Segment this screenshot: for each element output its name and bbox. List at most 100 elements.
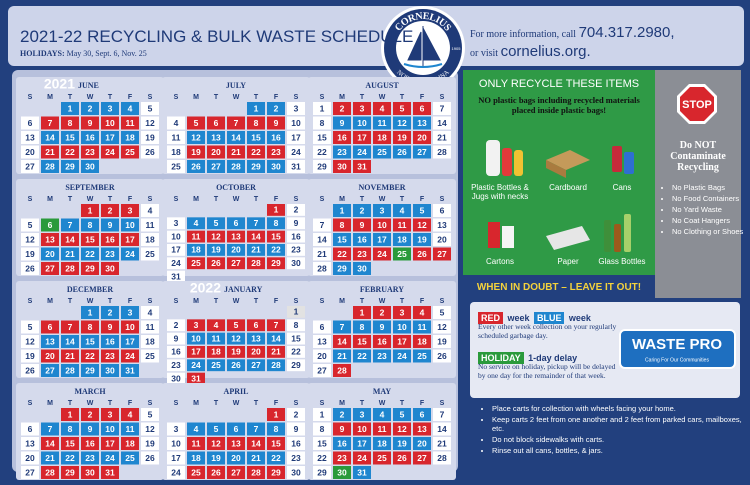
day-cell [333, 102, 351, 115]
day-number: 8 [320, 118, 325, 128]
day-number: 6 [214, 118, 219, 128]
day-number: 11 [126, 424, 135, 434]
day-cell [141, 102, 159, 115]
day-cell [373, 145, 391, 159]
day-cell [333, 131, 351, 144]
day-number: 25 [211, 360, 221, 370]
day-number: 20 [317, 351, 327, 361]
day-cell [413, 320, 431, 334]
day-cell [373, 233, 391, 246]
list-item: No Coat Hangers [672, 216, 748, 225]
day-number: 25 [377, 453, 387, 463]
day-cell [101, 145, 119, 159]
day-number: 30 [85, 467, 95, 477]
day-cell [101, 335, 119, 348]
day-cell [313, 233, 331, 246]
day-number: 29 [85, 365, 95, 375]
day-number: 22 [65, 453, 75, 463]
day-number: 3 [194, 320, 199, 330]
icon-bottle2 [514, 150, 523, 176]
recycle-title: ONLY RECYCLE THESE ITEMS [478, 78, 640, 90]
day-cell [21, 116, 39, 130]
day-cell [81, 408, 99, 421]
day-number: 5 [148, 409, 153, 419]
day-number: 21 [65, 249, 75, 259]
weekday: W [233, 94, 240, 101]
day-cell [81, 349, 99, 363]
day-number: 10 [291, 118, 301, 128]
weekday: W [233, 298, 240, 305]
day-cell [141, 131, 159, 144]
day-number: 24 [171, 467, 181, 477]
day-cell [41, 233, 59, 246]
day-number: 16 [271, 132, 281, 142]
weekday: S [148, 94, 153, 101]
day-cell [227, 244, 245, 256]
weekday: S [294, 196, 299, 203]
weekday: T [68, 94, 73, 101]
day-cell [227, 346, 245, 358]
day-number: 2 [88, 103, 93, 113]
day-number: 22 [317, 147, 327, 157]
delay-text: 1-day delay [528, 353, 578, 363]
day-cell [207, 131, 225, 144]
icon-cardboard-side [546, 160, 566, 178]
month-name: APRIL [224, 387, 249, 396]
day-number: 7 [440, 103, 445, 113]
day-cell [227, 319, 245, 332]
day-number: 5 [400, 409, 405, 419]
day-cell [81, 160, 99, 173]
day-cell [373, 422, 391, 436]
day-number: 9 [88, 424, 93, 434]
day-number: 14 [437, 424, 447, 434]
weekday: T [360, 196, 365, 203]
day-cell [353, 247, 371, 261]
day-cell [353, 116, 371, 130]
day-number: 22 [65, 147, 75, 157]
day-cell [101, 437, 119, 450]
day-number: 4 [128, 409, 133, 419]
day-number: 28 [337, 365, 347, 375]
day-number: 2 [108, 307, 113, 317]
day-cell [373, 306, 391, 319]
weekday: W [379, 298, 386, 305]
day-number: 8 [88, 220, 93, 230]
day-number: 12 [211, 438, 221, 448]
weekday: T [214, 298, 219, 305]
day-cell [141, 320, 159, 334]
day-number: 30 [337, 467, 347, 477]
day-cell [353, 306, 371, 319]
day-number: 11 [378, 118, 387, 128]
weekday: S [148, 298, 153, 305]
day-cell [247, 257, 265, 270]
day-cell [287, 116, 305, 130]
day-cell [267, 217, 285, 230]
day-number: 13 [25, 132, 35, 142]
day-cell [187, 244, 205, 256]
day-cell [287, 217, 305, 230]
day-number: 9 [108, 322, 113, 332]
day-cell [61, 364, 79, 377]
icon-glass2 [614, 224, 621, 252]
day-cell [353, 320, 371, 334]
day-number: 12 [25, 234, 35, 244]
day-number: 17 [105, 132, 115, 142]
day-cell [433, 145, 451, 159]
day-number: 3 [108, 103, 113, 113]
weekday: W [87, 400, 94, 407]
list-item: Do not block sidewalks with carts. [492, 435, 750, 444]
day-number: 9 [360, 220, 365, 230]
legend-desc: Every other week collection on your regu… [478, 322, 617, 340]
day-number: 17 [125, 234, 135, 244]
day-number: 26 [25, 263, 35, 273]
day-cell [167, 466, 185, 479]
day-number: 6 [440, 205, 445, 215]
day-number: 14 [65, 336, 75, 346]
day-cell [433, 437, 451, 450]
week-text: week [568, 313, 591, 323]
day-number: 21 [251, 453, 261, 463]
legend-row: RED week BLUE week [478, 308, 618, 326]
day-number: 1 [88, 307, 93, 317]
day-number: 21 [45, 453, 55, 463]
day-number: 26 [231, 360, 241, 370]
